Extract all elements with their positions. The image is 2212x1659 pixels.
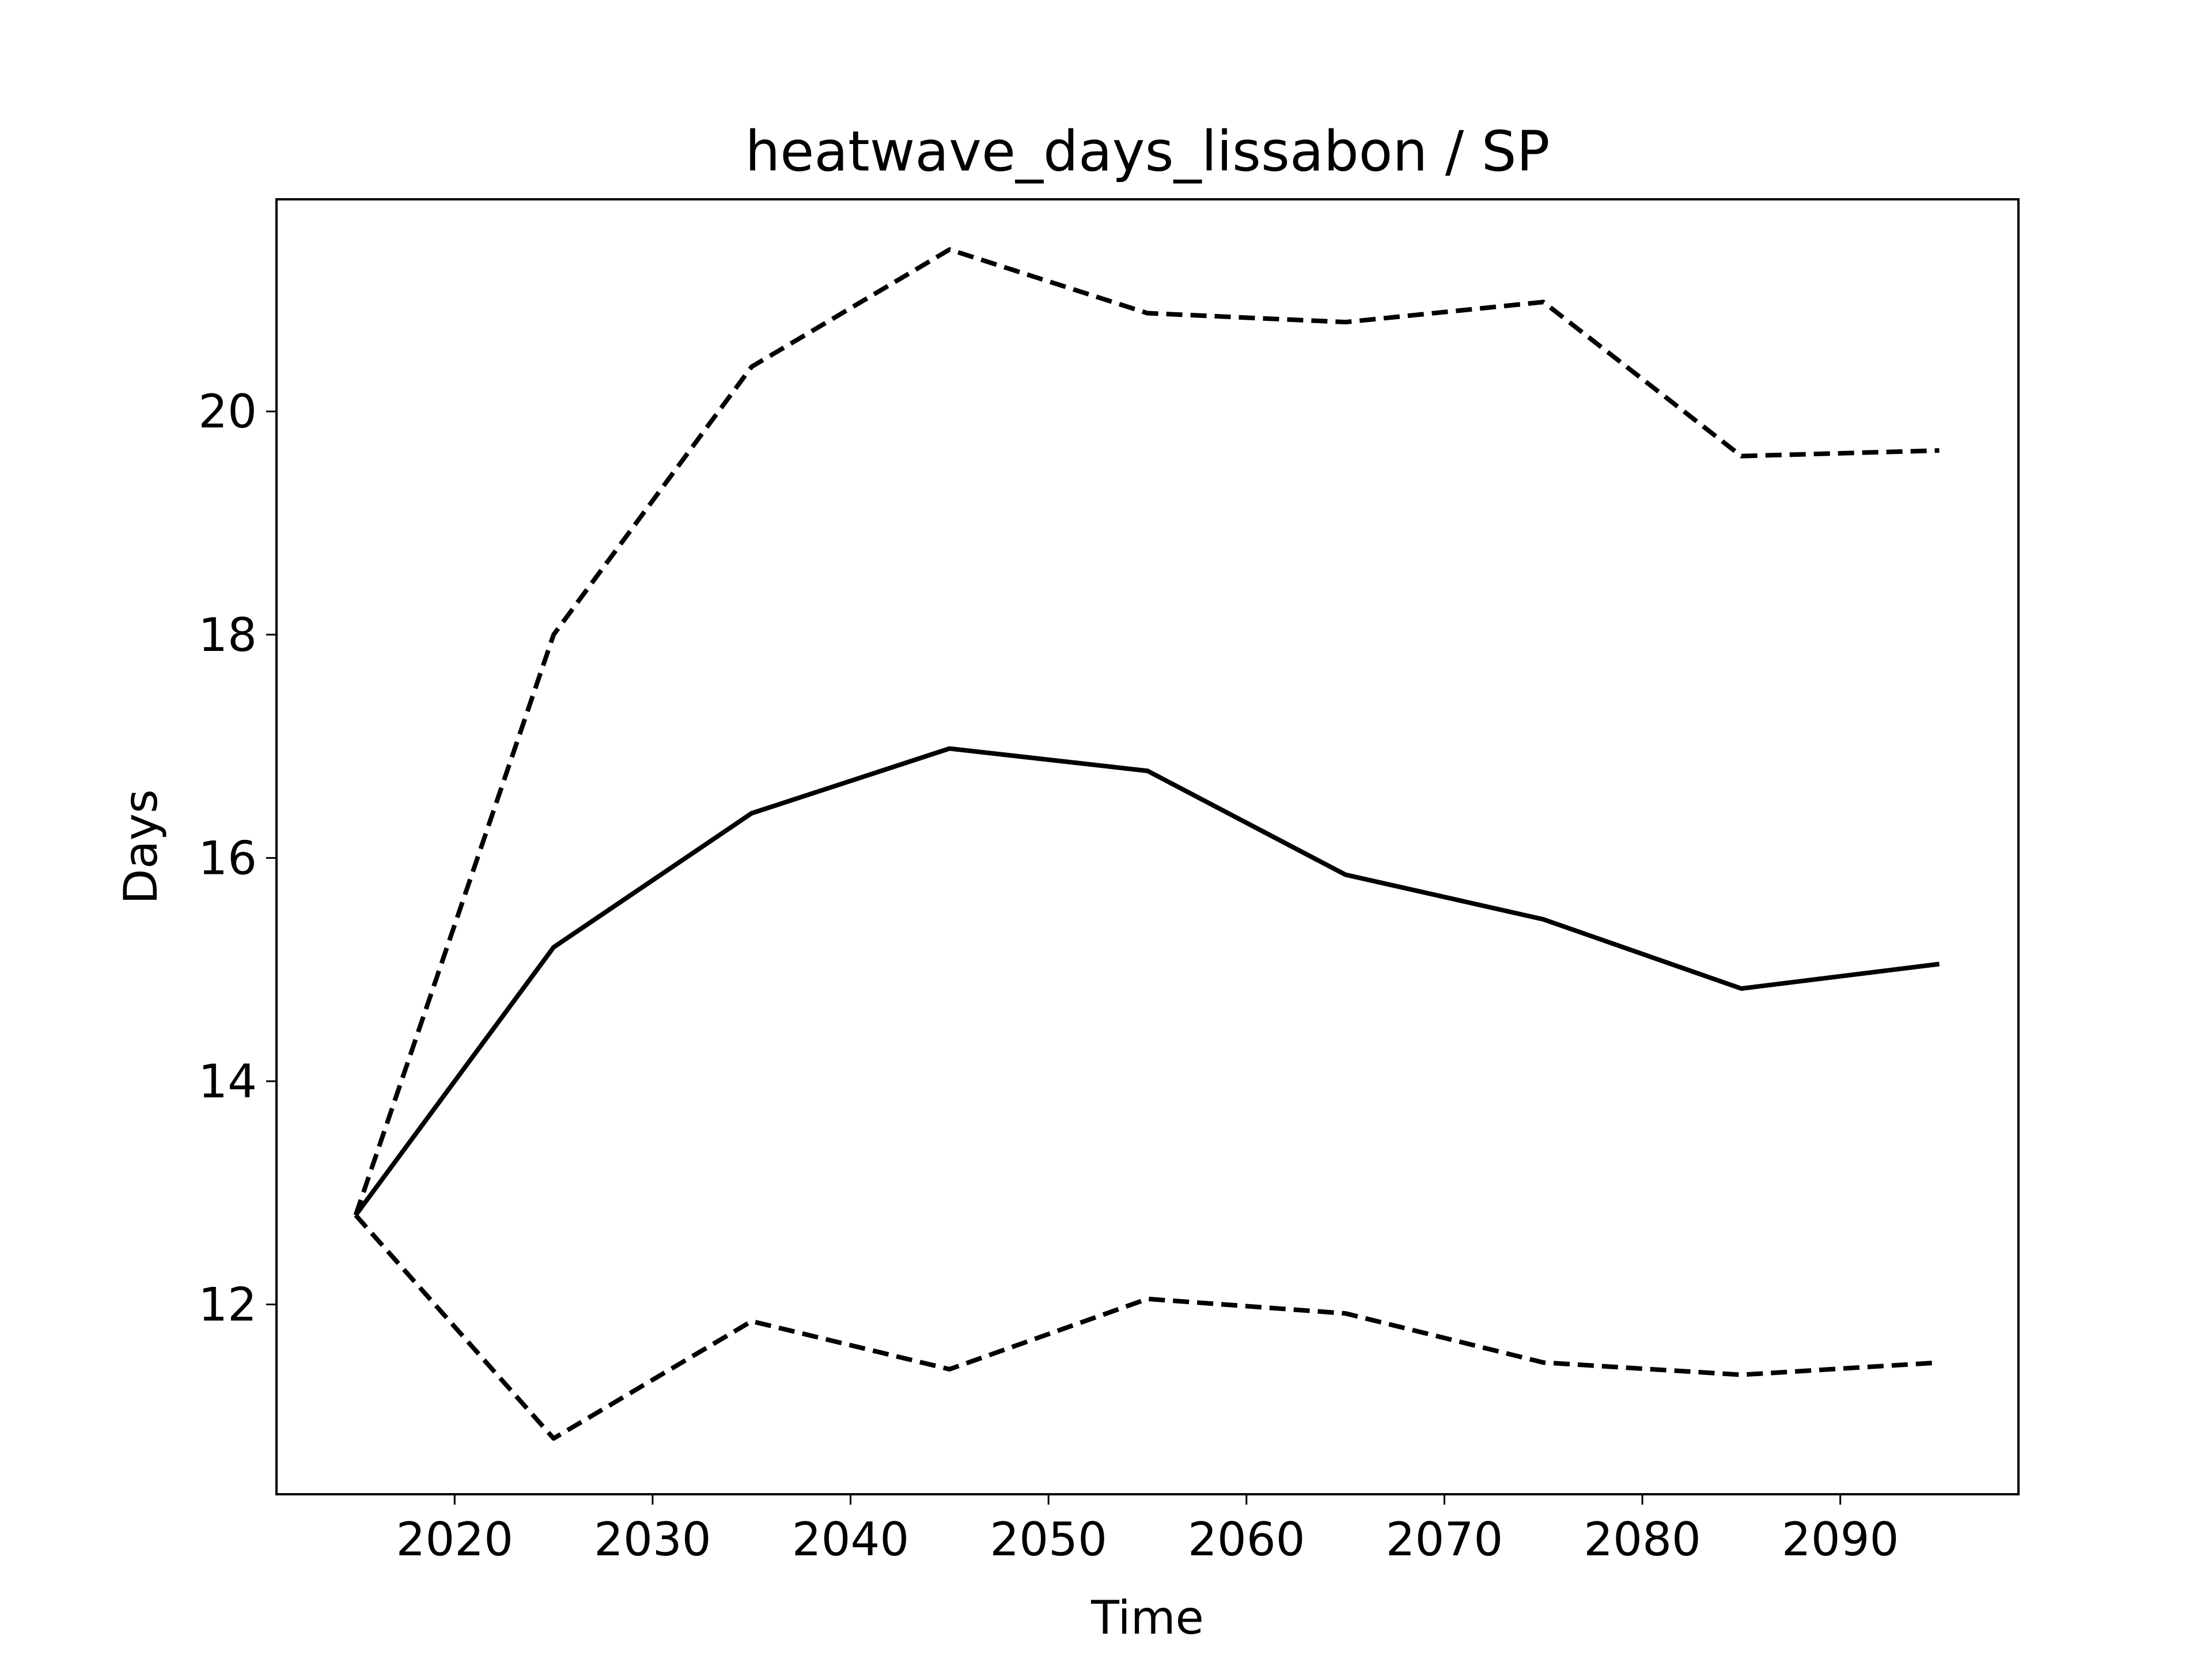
series-line-3 xyxy=(354,1213,1940,1441)
x-tick-label: 2080 xyxy=(1584,1513,1701,1566)
y-tick-label: 20 xyxy=(198,385,257,438)
y-axis-label: Days xyxy=(114,789,168,904)
x-tick-label: 2050 xyxy=(990,1513,1107,1566)
plot-series xyxy=(353,247,1940,1441)
x-tick-label: 2090 xyxy=(1782,1513,1899,1566)
y-axis-ticks: 12 14 16 18 20 xyxy=(198,385,276,1332)
series-line-1 xyxy=(353,247,1940,1216)
y-tick-label: 12 xyxy=(198,1278,257,1332)
y-tick-label: 16 xyxy=(198,831,257,885)
x-axis-label: Time xyxy=(1090,1591,1204,1645)
y-tick-label: 14 xyxy=(198,1055,257,1108)
x-tick-label: 2040 xyxy=(792,1513,910,1566)
y-tick-label: 18 xyxy=(198,608,257,662)
chart-title: heatwave_days_lissabon / SP xyxy=(745,119,1550,184)
series-line-2 xyxy=(354,746,1940,1217)
x-tick-label: 2060 xyxy=(1188,1513,1305,1566)
x-tick-label: 2020 xyxy=(396,1513,513,1566)
x-axis-ticks: 2020 2030 2040 2050 2060 2070 2080 2090 xyxy=(396,1494,1899,1566)
plot-frame xyxy=(275,198,2020,1495)
x-tick-label: 2070 xyxy=(1386,1513,1503,1566)
x-tick-label: 2030 xyxy=(594,1513,711,1566)
